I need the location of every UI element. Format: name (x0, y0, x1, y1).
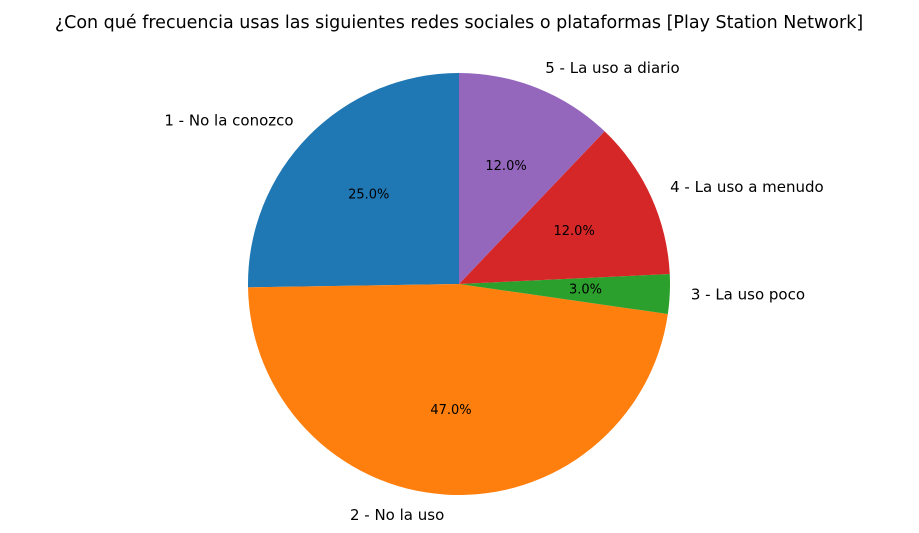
pie-labels: 1 - No la conozco 2 - No la uso 3 - La uso… (164, 59, 823, 524)
slice-label-1: 1 - No la conozco (164, 112, 293, 130)
slice-percent-3: 3.0% (569, 283, 602, 298)
slice-label-3: 3 - La uso poco (691, 286, 805, 304)
slice-percent-2: 47.0% (430, 403, 471, 418)
slice-label-4: 4 - La uso a menudo (670, 178, 824, 196)
slice-percent-1: 25.0% (348, 188, 389, 203)
chart-title: ¿Con qué frecuencia usas las siguientes … (55, 13, 863, 33)
slice-label-2: 2 - No la uso (350, 506, 444, 524)
pie-percent-labels: 25.0% 47.0% 3.0% 12.0% 12.0% (348, 159, 602, 418)
pie-slice-5 (459, 73, 605, 284)
pie-slices (247, 73, 670, 495)
pie-slice-2 (248, 284, 668, 495)
pie-slice-1 (247, 73, 459, 288)
slice-label-5: 5 - La uso a diario (545, 59, 679, 77)
slice-percent-5: 12.0% (485, 159, 526, 174)
slice-percent-4: 12.0% (554, 224, 595, 239)
pie-slice-4 (459, 131, 670, 284)
pie-slice-3 (459, 273, 670, 315)
